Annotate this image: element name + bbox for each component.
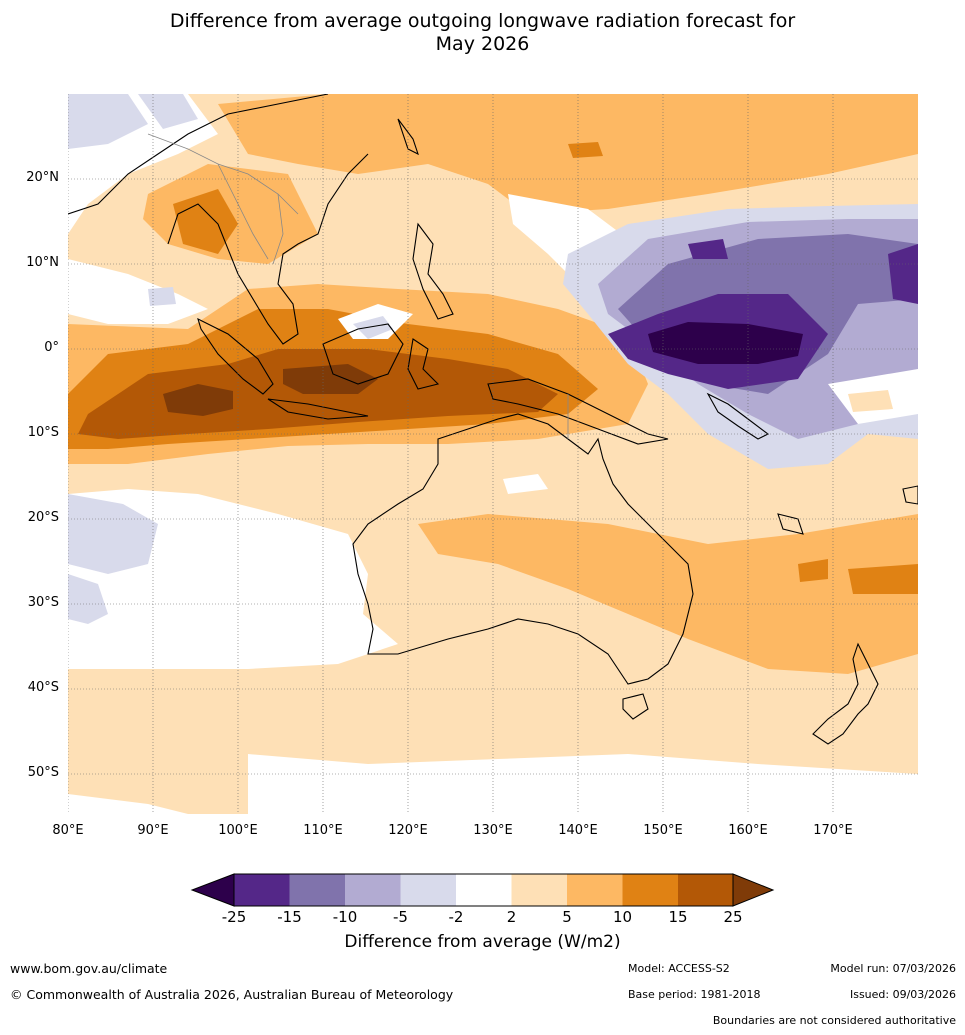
- country-borders: [147, 133, 569, 439]
- colorbar-swatch: [234, 874, 290, 906]
- colorbar-tick: 15: [668, 908, 688, 926]
- colorbar-tick: 25: [723, 908, 743, 926]
- coast-new-guinea: [487, 378, 669, 445]
- colorbar-title: Difference from average (W/m2): [344, 932, 621, 952]
- colorbar-tick: -25: [221, 908, 247, 926]
- lon-label-110e: 110°E: [303, 823, 343, 838]
- anomaly-spot-north: [568, 142, 603, 158]
- lat-label-20s: 20°S: [27, 510, 59, 525]
- anomaly-spot-dark-orange-tasman: [798, 559, 828, 582]
- coast-borneo: [322, 323, 404, 385]
- lon-label-80e: 80°E: [52, 823, 84, 838]
- lat-label-10n: 10°N: [26, 255, 59, 270]
- anomaly-band-orange-north: [218, 94, 918, 214]
- lat-label-50s: 50°S: [27, 765, 59, 780]
- footer-model: Model: ACCESS-S2: [628, 962, 730, 975]
- colorbar-tick: -2: [448, 908, 464, 926]
- coast-australia: [352, 413, 694, 685]
- colorbar-tick: 2: [506, 908, 517, 926]
- coast-tasmania: [622, 693, 649, 720]
- anomaly-spot-neutral-southwest: [68, 794, 188, 814]
- colorbar-tick: 10: [612, 908, 633, 926]
- colorbar: [190, 873, 775, 907]
- anomaly-core-indian-ocean: [163, 384, 233, 416]
- lat-label-0: 0°: [44, 340, 59, 355]
- anomaly-spot-dark-purple-east: [888, 244, 918, 304]
- lon-label-90e: 90°E: [137, 823, 169, 838]
- anomaly-region-neutral-west: [68, 259, 208, 324]
- footer-base-period: Base period: 1981-2018: [628, 988, 761, 1001]
- lon-label-130e: 130°E: [473, 823, 513, 838]
- coastlines: [68, 94, 918, 745]
- colorbar-outline: [233, 873, 734, 907]
- lon-label-170e: 170°E: [813, 823, 853, 838]
- coast-asia-mainland: [68, 94, 329, 215]
- lon-label-160e: 160°E: [728, 823, 768, 838]
- border-line-2: [217, 163, 269, 260]
- anomaly-band-neutral-far-south: [248, 754, 918, 814]
- colorbar-swatch: [289, 874, 345, 906]
- colorbar-swatch: [511, 874, 567, 906]
- anomaly-spot-light-purple-borneo: [353, 316, 393, 339]
- coast-sumatra: [197, 317, 274, 395]
- anomaly-core-java-sea: [283, 364, 378, 394]
- colorbar-tick: -15: [277, 908, 302, 926]
- footer-disclaimer: Boundaries are not considered authoritat…: [712, 1014, 956, 1027]
- anomaly-region-light-purple-north-2: [138, 94, 198, 129]
- colorbar-swatch: [567, 874, 623, 906]
- colorbar-swatch: [345, 874, 401, 906]
- footer-model-run: Model run: 07/03/2026: [830, 962, 956, 975]
- coast-new-caledonia: [777, 513, 804, 535]
- colorbar-tick: -5: [393, 908, 408, 926]
- chart-title: Difference from average outgoing longwav…: [0, 10, 965, 56]
- colorbar-tick: -10: [332, 908, 358, 926]
- title-line-2: May 2026: [435, 33, 530, 55]
- anomaly-spot-dark-purple-north: [688, 239, 728, 259]
- title-line-1: Difference from average outgoing longwav…: [169, 10, 796, 32]
- lon-label-140e: 140°E: [558, 823, 598, 838]
- lat-label-20n: 20°N: [26, 170, 59, 185]
- anomaly-core-pacific: [648, 322, 803, 364]
- lat-label-30s: 30°S: [27, 595, 59, 610]
- footer-url[interactable]: www.bom.gov.au/climate: [10, 961, 168, 976]
- colorbar-tick: 5: [562, 908, 572, 926]
- border-line-3: [272, 193, 284, 265]
- coast-fiji: [902, 485, 918, 505]
- lon-label-150e: 150°E: [643, 823, 683, 838]
- border-line-1: [147, 133, 299, 215]
- colorbar-swatch: [400, 874, 456, 906]
- coast-java: [267, 398, 369, 420]
- coast-indochina-malay: [167, 153, 369, 345]
- map-svg: [68, 94, 918, 814]
- anomaly-spot-light-purple-west: [148, 287, 176, 306]
- gridlines: [68, 94, 918, 814]
- anomaly-region-light-purple-north: [68, 94, 148, 149]
- lat-label-10s: 10°S: [27, 425, 59, 440]
- anomaly-region-light-purple-indian-ocean: [68, 494, 158, 574]
- coast-new-zealand: [812, 642, 879, 745]
- anomaly-region-bay-of-bengal: [173, 189, 238, 254]
- colorbar-arrow-min: [190, 873, 235, 907]
- lat-label-40s: 40°S: [27, 680, 59, 695]
- anomaly-band-orange-australia: [418, 514, 918, 674]
- anomaly-spot-neutral-australia-north: [503, 474, 548, 494]
- anomaly-spot-light-orange-pacific: [848, 390, 893, 412]
- coast-taiwan: [397, 118, 419, 156]
- anomaly-spot-dark-orange-pacific: [848, 564, 918, 594]
- coast-philippines: [412, 222, 454, 320]
- colorbar-swatch: [456, 874, 512, 906]
- lon-label-100e: 100°E: [218, 823, 258, 838]
- footer-issued: Issued: 09/03/2026: [849, 988, 956, 1001]
- lon-label-120e: 120°E: [388, 823, 428, 838]
- coast-solomon-islands: [706, 392, 770, 440]
- olr-anomaly-map: [68, 94, 918, 814]
- colorbar-arrow-max: [732, 873, 775, 907]
- colorbar-swatch: [622, 874, 678, 906]
- footer-copyright: © Commonwealth of Australia 2026, Austra…: [10, 987, 454, 1002]
- colorbar-swatch: [678, 874, 733, 906]
- anomaly-spot-light-purple-indian-ocean: [68, 574, 108, 624]
